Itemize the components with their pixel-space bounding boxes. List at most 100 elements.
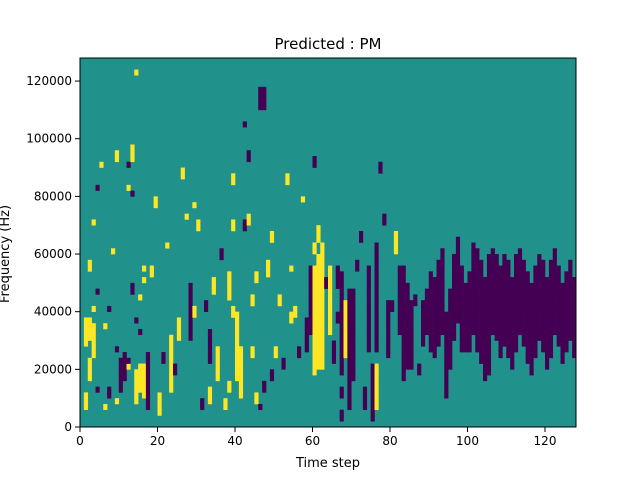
heatmap-cell	[448, 288, 453, 295]
heatmap-cell	[145, 375, 151, 382]
heatmap-cell	[533, 328, 538, 336]
heatmap-cell	[452, 259, 457, 266]
heatmap-cell	[498, 346, 503, 353]
heatmap-cell	[126, 363, 131, 370]
heatmap-cell	[122, 369, 127, 376]
heatmap-cell	[455, 311, 461, 318]
heatmap-cell	[537, 311, 542, 318]
heatmap-cell	[436, 300, 441, 307]
x-tick-label: 100	[456, 434, 479, 448]
heatmap-cell	[514, 282, 519, 289]
heatmap-cell	[525, 357, 530, 364]
heatmap-cell	[169, 380, 174, 387]
heatmap-cell	[130, 282, 135, 289]
heatmap-cell	[312, 288, 317, 295]
heatmap-cell	[192, 202, 197, 209]
heatmap-cell	[444, 328, 449, 336]
heatmap-cell	[494, 271, 499, 278]
heatmap-cell	[223, 398, 228, 405]
heatmap-cell	[556, 294, 561, 301]
heatmap-cell	[312, 352, 317, 359]
heatmap-cell	[366, 328, 371, 336]
heatmap-cell	[486, 352, 492, 359]
heatmap-cell	[459, 300, 464, 307]
heatmap-cell	[525, 282, 530, 289]
heatmap-cell	[91, 334, 96, 341]
heatmap-cell	[463, 334, 468, 341]
heatmap-cell	[564, 288, 569, 295]
heatmap-cell	[126, 357, 131, 364]
heatmap-cell	[552, 288, 557, 295]
heatmap-cell	[316, 311, 321, 318]
heatmap-cell	[444, 380, 449, 387]
heatmap-cell	[572, 323, 577, 330]
heatmap-cell	[188, 328, 193, 336]
heatmap-cell	[475, 265, 480, 272]
heatmap-cell	[405, 317, 410, 324]
heatmap-cell	[235, 317, 240, 324]
heatmap-cell	[498, 334, 503, 341]
heatmap-cell	[238, 363, 244, 370]
heatmap-cell	[564, 317, 569, 324]
heatmap-cell	[521, 277, 526, 284]
heatmap-cell	[432, 334, 437, 341]
heatmap-cell	[343, 352, 348, 359]
heatmap-cell	[494, 311, 499, 318]
heatmap-cell	[483, 363, 488, 370]
heatmap-cell	[382, 219, 387, 226]
heatmap-cell	[320, 259, 325, 266]
heatmap-cell	[145, 403, 151, 411]
heatmap-cell	[134, 392, 139, 399]
heatmap-cell	[459, 311, 464, 318]
heatmap-cell	[231, 219, 236, 226]
heatmap-cell	[483, 317, 488, 324]
heatmap-cell	[347, 403, 352, 411]
heatmap-cell	[548, 288, 554, 295]
heatmap-cell	[374, 398, 379, 405]
heatmap-cell	[266, 265, 271, 272]
heatmap-cell	[521, 305, 526, 312]
heatmap-cell	[452, 300, 457, 307]
heatmap-cell	[192, 311, 197, 318]
heatmap-cell	[355, 265, 360, 272]
heatmap-cell	[401, 375, 406, 382]
heatmap-cell	[386, 340, 391, 347]
heatmap-cell	[548, 277, 554, 284]
heatmap-cell	[312, 242, 317, 249]
heatmap-cell	[397, 282, 402, 289]
heatmap-cell	[343, 305, 348, 312]
heatmap-cell	[246, 150, 251, 157]
heatmap-cell	[130, 288, 135, 295]
heatmap-cell	[331, 357, 337, 364]
heatmap-cell	[533, 346, 538, 353]
heatmap-cell	[475, 311, 480, 318]
heatmap-cell	[440, 288, 445, 295]
heatmap-cell	[568, 311, 573, 318]
heatmap-cell	[366, 288, 371, 295]
heatmap-cell	[533, 305, 538, 312]
heatmap-cell	[514, 294, 519, 301]
heatmap-cell	[436, 311, 441, 318]
heatmap-cell	[370, 386, 375, 393]
heatmap-cell	[440, 265, 445, 272]
heatmap-cell	[83, 403, 89, 411]
heatmap-cell	[440, 271, 445, 278]
heatmap-cell	[521, 265, 526, 272]
heatmap-cell	[413, 294, 418, 301]
heatmap-cell	[231, 225, 236, 232]
heatmap-cell	[339, 271, 344, 278]
heatmap-cell	[486, 259, 492, 266]
heatmap-cell	[486, 328, 492, 336]
heatmap-cell	[362, 403, 368, 411]
heatmap-cell	[568, 294, 573, 301]
heatmap-cell	[467, 346, 472, 353]
heatmap-cell	[386, 305, 391, 312]
heatmap-cell	[246, 219, 251, 226]
heatmap-cell	[409, 346, 414, 353]
heatmap-cell	[339, 357, 344, 364]
heatmap-cell	[304, 334, 309, 341]
heatmap-cell	[312, 311, 317, 318]
heatmap-cell	[444, 317, 449, 324]
heatmap-cell	[130, 150, 135, 157]
heatmap-cell	[227, 288, 232, 295]
